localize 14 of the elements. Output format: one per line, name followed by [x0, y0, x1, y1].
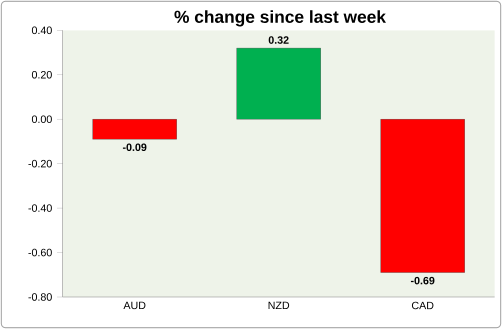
- data-label: 0.32: [268, 36, 289, 44]
- data-label: -0.09: [122, 143, 146, 152]
- x-tick-label: CAD: [412, 302, 434, 310]
- data-label: -0.69: [410, 276, 434, 284]
- chart-title: % change since last week: [174, 10, 386, 26]
- y-tick-label: 0.20: [32, 70, 52, 79]
- y-tick-label: 0.00: [32, 115, 52, 123]
- x-tick-label: NZD: [268, 302, 290, 310]
- x-tick-label: AUD: [123, 302, 146, 310]
- y-tick-label: -0.80: [28, 293, 52, 301]
- y-tick-label: -0.60: [28, 248, 52, 256]
- y-tick-label: -0.20: [28, 160, 52, 168]
- y-tick-label: -0.40: [28, 204, 52, 212]
- y-tick-label: 0.40: [32, 26, 52, 34]
